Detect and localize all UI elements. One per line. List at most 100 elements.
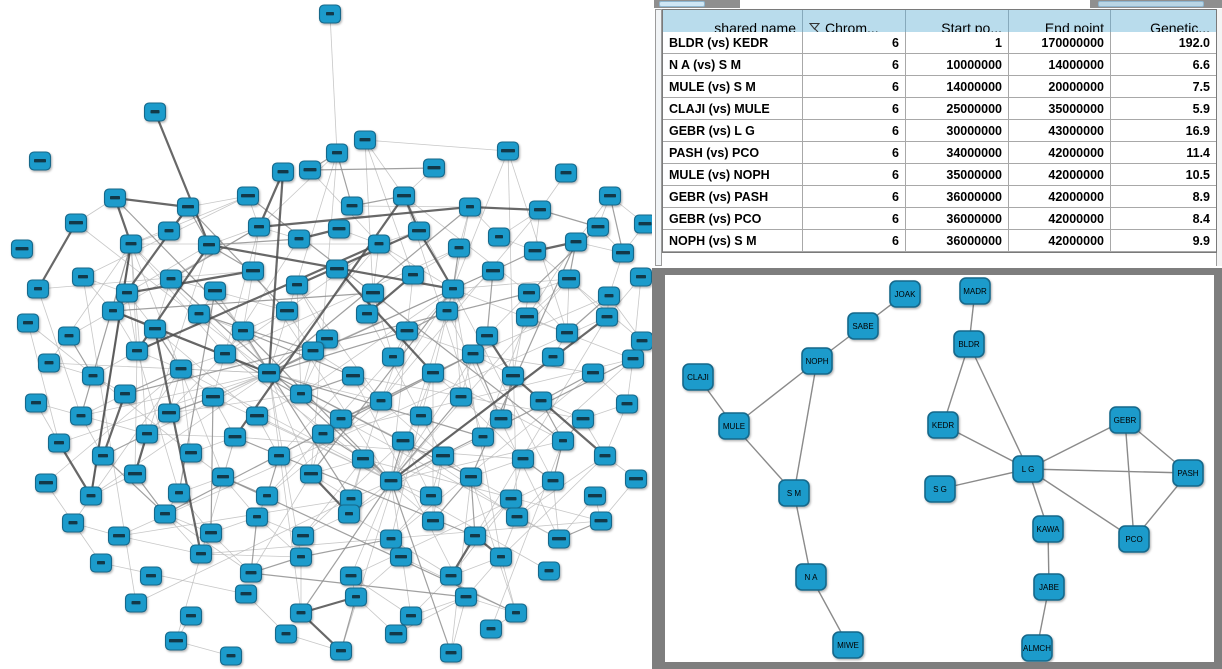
- network-node[interactable]: [219, 646, 243, 666]
- subnetwork-node-JABE[interactable]: JABE: [1033, 573, 1065, 601]
- network-node[interactable]: [298, 160, 322, 180]
- filter-sort-icon[interactable]: [809, 22, 820, 33]
- network-node[interactable]: [153, 504, 177, 524]
- network-node[interactable]: [511, 449, 535, 469]
- subnetwork-node-KEDR[interactable]: KEDR: [927, 411, 959, 439]
- network-node[interactable]: [615, 394, 639, 414]
- network-node[interactable]: [369, 391, 393, 411]
- network-node[interactable]: [421, 511, 445, 531]
- network-node[interactable]: [24, 393, 48, 413]
- network-node[interactable]: [123, 464, 147, 484]
- subnetwork-node-SM[interactable]: S M: [778, 479, 810, 507]
- network-node[interactable]: [557, 269, 581, 289]
- network-node[interactable]: [274, 624, 298, 644]
- network-node[interactable]: [392, 186, 416, 206]
- subnetwork-edge-SM-NA[interactable]: [793, 492, 812, 578]
- network-node[interactable]: [257, 363, 281, 383]
- network-node[interactable]: [236, 186, 260, 206]
- network-node[interactable]: [487, 227, 511, 247]
- network-node[interactable]: [119, 234, 143, 254]
- network-node[interactable]: [327, 219, 351, 239]
- subnetwork-node-JOAK[interactable]: JOAK: [889, 280, 921, 308]
- table-row-shared-name[interactable]: GEBR (vs) PASH: [663, 186, 803, 208]
- network-node[interactable]: [361, 283, 385, 303]
- network-node[interactable]: [515, 307, 539, 327]
- network-node[interactable]: [529, 391, 553, 411]
- network-node[interactable]: [57, 326, 81, 346]
- network-node[interactable]: [554, 163, 578, 183]
- network-node[interactable]: [135, 424, 159, 444]
- network-node[interactable]: [340, 196, 364, 216]
- network-node[interactable]: [435, 301, 459, 321]
- network-node[interactable]: [89, 553, 113, 573]
- network-node[interactable]: [381, 347, 405, 367]
- subnetwork-node-SG[interactable]: S G: [924, 475, 956, 503]
- network-node[interactable]: [630, 331, 653, 351]
- network-node[interactable]: [581, 363, 605, 383]
- network-node[interactable]: [419, 486, 443, 506]
- network-node[interactable]: [541, 347, 565, 367]
- network-node[interactable]: [299, 464, 323, 484]
- network-node[interactable]: [311, 424, 335, 444]
- subnetwork-node-GEBR[interactable]: GEBR: [1109, 406, 1141, 434]
- network-node[interactable]: [489, 547, 513, 567]
- network-node[interactable]: [499, 489, 523, 509]
- network-node[interactable]: [197, 235, 221, 255]
- network-node[interactable]: [159, 269, 183, 289]
- network-node[interactable]: [10, 239, 34, 259]
- network-node[interactable]: [16, 313, 40, 333]
- network-node[interactable]: [461, 344, 485, 364]
- subnetwork-edge-LG-PCO[interactable]: [1027, 468, 1135, 540]
- network-node[interactable]: [391, 431, 415, 451]
- network-node[interactable]: [341, 366, 365, 386]
- network-node[interactable]: [301, 341, 325, 361]
- network-node[interactable]: [471, 427, 495, 447]
- network-node[interactable]: [157, 403, 181, 423]
- subnetwork-node-MULE[interactable]: MULE: [718, 412, 750, 440]
- subnetwork-node-SABE[interactable]: SABE: [847, 312, 879, 340]
- network-node[interactable]: [621, 349, 645, 369]
- network-node[interactable]: [505, 507, 529, 527]
- network-node[interactable]: [355, 304, 379, 324]
- network-node[interactable]: [255, 486, 279, 506]
- table-scrollbar-thumb-right[interactable]: [1098, 1, 1204, 7]
- network-node[interactable]: [583, 486, 607, 506]
- network-node[interactable]: [325, 143, 349, 163]
- subnetwork-edge-NOPH-SM[interactable]: [793, 360, 818, 494]
- network-node[interactable]: [91, 446, 115, 466]
- network-node[interactable]: [379, 471, 403, 491]
- network-node[interactable]: [329, 641, 353, 661]
- network-node[interactable]: [201, 387, 225, 407]
- network-node[interactable]: [187, 304, 211, 324]
- network-node[interactable]: [586, 217, 610, 237]
- network-node[interactable]: [318, 4, 342, 24]
- network-node[interactable]: [421, 363, 445, 383]
- network-node[interactable]: [339, 566, 363, 586]
- table-row-shared-name[interactable]: MULE (vs) S M: [663, 76, 803, 98]
- subnetwork-node-PCO[interactable]: PCO: [1118, 525, 1150, 553]
- network-node[interactable]: [598, 186, 622, 206]
- network-node[interactable]: [441, 279, 465, 299]
- table-row-shared-name[interactable]: CLAJI (vs) MULE: [663, 98, 803, 120]
- network-node[interactable]: [367, 234, 391, 254]
- network-node[interactable]: [384, 624, 408, 644]
- network-node[interactable]: [71, 267, 95, 287]
- main-network-view[interactable]: [0, 0, 652, 669]
- network-node[interactable]: [107, 526, 131, 546]
- network-node[interactable]: [571, 409, 595, 429]
- network-node[interactable]: [589, 511, 613, 531]
- network-node[interactable]: [523, 241, 547, 261]
- network-node[interactable]: [275, 301, 299, 321]
- network-node[interactable]: [34, 473, 58, 493]
- network-node[interactable]: [439, 566, 463, 586]
- network-node[interactable]: [231, 321, 255, 341]
- subnetwork-node-CLAJI[interactable]: CLAJI: [682, 363, 714, 391]
- network-node[interactable]: [633, 214, 653, 234]
- subnetwork-edge-LG-GEBR[interactable]: [1027, 419, 1126, 470]
- network-node[interactable]: [223, 427, 247, 447]
- subnetwork-node-NOPH[interactable]: NOPH: [801, 347, 833, 375]
- network-node[interactable]: [449, 387, 473, 407]
- network-node[interactable]: [143, 102, 167, 122]
- network-node[interactable]: [179, 606, 203, 626]
- subnetwork-node-LG[interactable]: L G: [1012, 455, 1044, 483]
